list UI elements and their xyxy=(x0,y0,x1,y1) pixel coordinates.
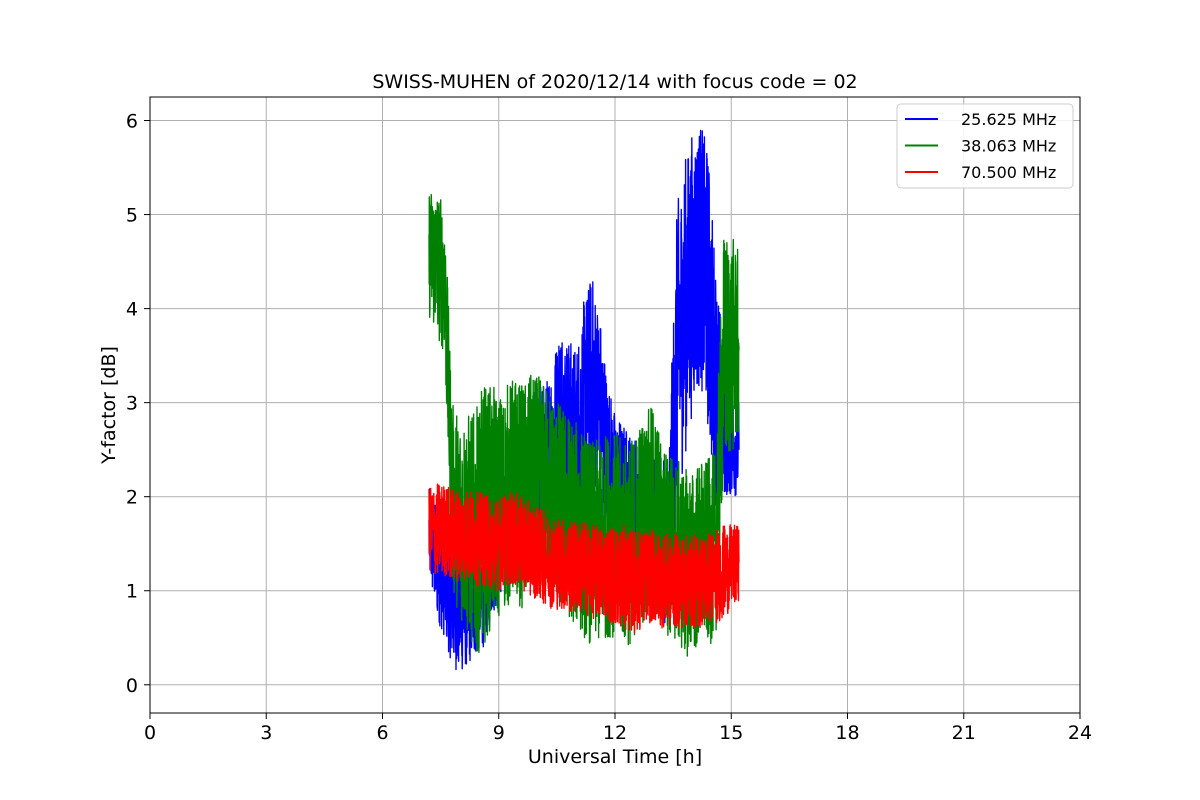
x-axis: 0 3 6 9 12 15 18 21 24 xyxy=(144,713,1092,744)
y-axis: 0 1 2 3 4 5 6 xyxy=(126,111,150,697)
x-tick-label: 3 xyxy=(260,722,272,744)
series-line-3 xyxy=(428,483,740,634)
chart-title: SWISS-MUHEN of 2020/12/14 with focus cod… xyxy=(372,71,857,93)
y-tick-label: 0 xyxy=(126,675,138,697)
plot-area xyxy=(428,129,740,671)
x-tick-label: 15 xyxy=(719,722,743,744)
x-tick-label: 12 xyxy=(603,722,627,744)
y-tick-label: 3 xyxy=(126,393,138,415)
x-axis-label: Universal Time [h] xyxy=(528,746,702,768)
x-tick-label: 9 xyxy=(493,722,505,744)
legend-label: 70.500 MHz xyxy=(961,163,1056,182)
legend-box xyxy=(896,103,1074,189)
x-tick-label: 6 xyxy=(376,722,388,744)
x-tick-label: 24 xyxy=(1068,722,1092,744)
y-axis-label: Y-factor [dB] xyxy=(98,346,120,465)
y-tick-label: 1 xyxy=(126,581,138,603)
legend-label: 25.625 MHz xyxy=(961,110,1056,129)
legend: 25.625 MHz 38.063 MHz 70.500 MHz xyxy=(896,103,1074,189)
x-tick-label: 21 xyxy=(952,722,976,744)
legend-label: 38.063 MHz xyxy=(961,137,1056,156)
y-tick-label: 5 xyxy=(126,205,138,227)
x-tick-label: 0 xyxy=(144,722,156,744)
y-tick-label: 6 xyxy=(126,111,138,133)
y-tick-label: 2 xyxy=(126,487,138,509)
x-tick-label: 18 xyxy=(835,722,859,744)
y-tick-label: 4 xyxy=(126,299,138,321)
